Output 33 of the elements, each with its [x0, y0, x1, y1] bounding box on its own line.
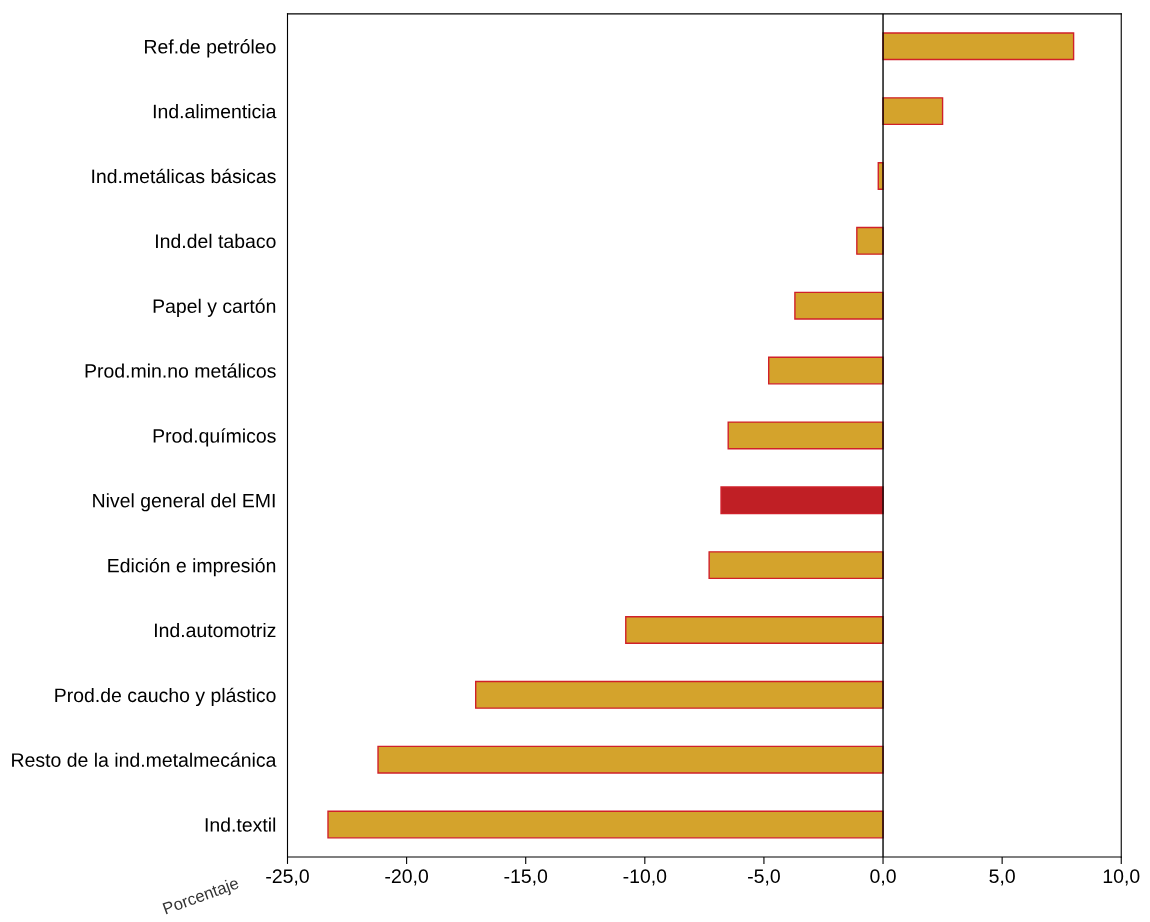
- bar: [720, 486, 884, 515]
- x-tick-label: -5,0: [748, 869, 780, 886]
- y-tick-label: Resto de la ind.metalmecánica: [12, 752, 277, 767]
- x-tick-label: 10,0: [1103, 869, 1140, 886]
- y-tick-label: Ind.metálicas básicas: [92, 168, 276, 184]
- bar: [794, 291, 884, 320]
- bar: [856, 226, 884, 255]
- y-tick-label: Prod.min.no metálicos: [85, 363, 276, 378]
- x-tick-label: -10,0: [623, 869, 667, 886]
- y-tick-label: Ind.alimenticia: [153, 104, 277, 119]
- y-tick-label: Prod.de caucho y plástico: [55, 687, 276, 707]
- bar: [474, 680, 884, 709]
- bar: [767, 356, 884, 385]
- y-tick-label: Edición e impresión: [108, 557, 276, 577]
- bar: [882, 97, 944, 126]
- y-tick-label: Nivel general del EMI: [93, 493, 275, 512]
- bar: [625, 616, 884, 644]
- y-tick-label: Ind.automotriz: [154, 622, 276, 638]
- bar: [727, 421, 884, 450]
- x-tick-label: 0,0: [870, 869, 896, 886]
- x-tick-label: -20,0: [385, 869, 429, 886]
- x-tick-label: -15,0: [504, 869, 548, 886]
- y-tick-label: Ref.de petróleo: [145, 39, 276, 58]
- y-tick-label: Prod.químicos: [153, 428, 276, 447]
- bar: [708, 551, 884, 580]
- y-tick-label: Ind.textil: [205, 817, 276, 832]
- bar: [327, 810, 884, 839]
- bar: [882, 32, 1075, 61]
- bar: [377, 745, 884, 774]
- x-tick-label: -25,0: [266, 869, 309, 886]
- x-tick-label: 5,0: [989, 869, 1015, 886]
- y-tick-label: Papel y cartón: [153, 298, 276, 317]
- y-tick-label: Ind.del tabaco: [156, 233, 276, 249]
